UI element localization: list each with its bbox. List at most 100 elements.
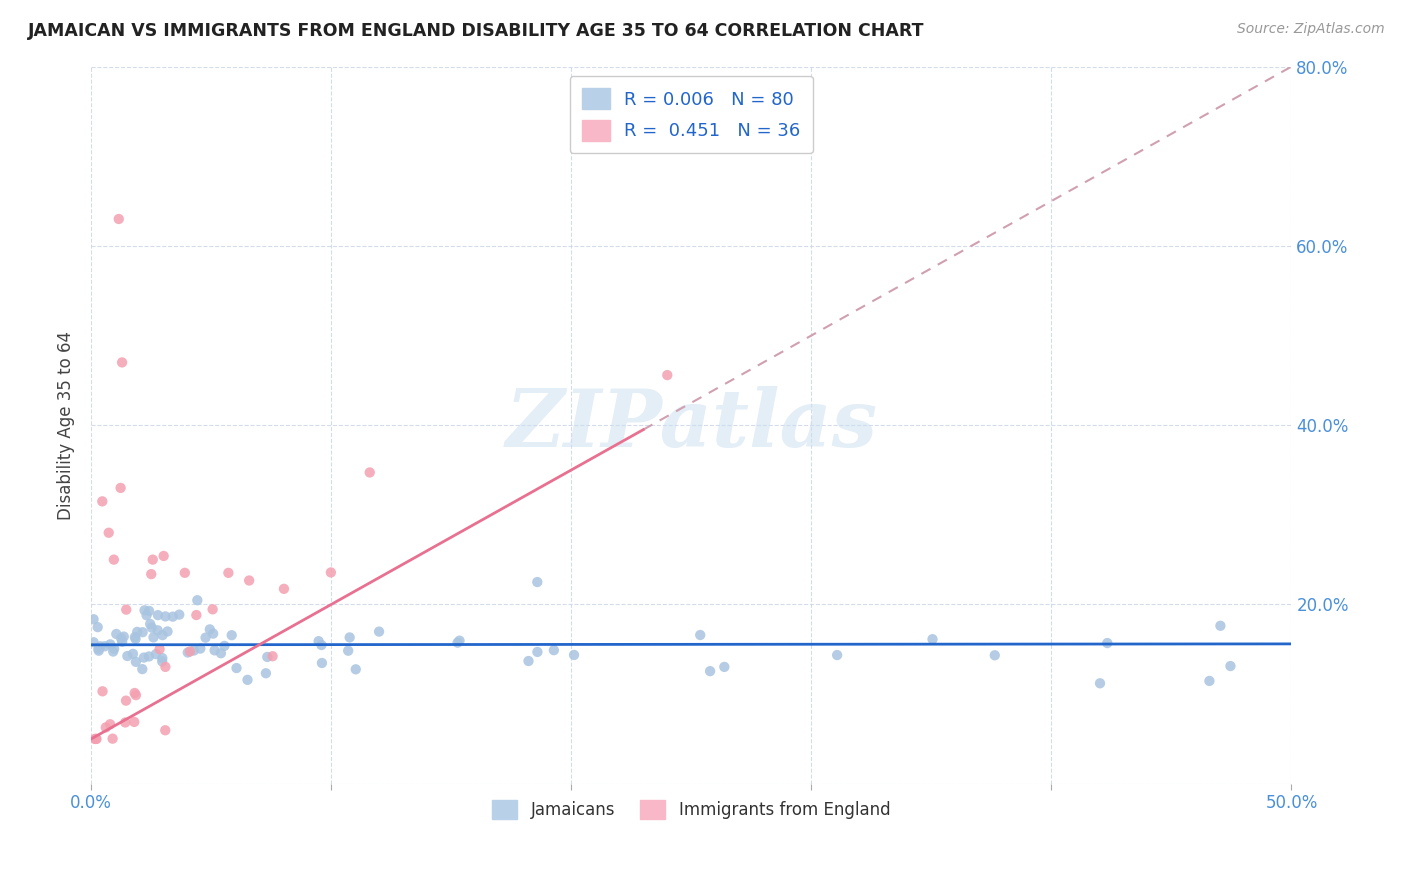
Point: [1097, 636, 1119, 650]
Point: [155, 723, 177, 738]
Point: [273, 582, 295, 596]
Point: [146, 608, 169, 623]
Point: [713, 660, 735, 674]
Point: [204, 643, 226, 657]
Point: [238, 574, 260, 588]
Point: [217, 566, 239, 580]
Point: [1219, 659, 1241, 673]
Point: [562, 648, 585, 662]
Point: [87, 643, 110, 657]
Point: [111, 355, 134, 369]
Point: [141, 567, 163, 582]
Point: [101, 731, 124, 746]
Point: [194, 631, 217, 645]
Point: [449, 633, 471, 648]
Point: [87, 642, 110, 657]
Point: [339, 631, 361, 645]
Point: [155, 609, 177, 624]
Point: [179, 644, 201, 658]
Point: [117, 648, 139, 663]
Point: [97, 525, 120, 540]
Point: [543, 643, 565, 657]
Point: [145, 647, 167, 661]
Text: ZIPatlas: ZIPatlas: [505, 386, 877, 464]
Point: [132, 650, 155, 665]
Point: [209, 646, 232, 660]
Point: [198, 623, 221, 637]
Point: [138, 649, 160, 664]
Point: [114, 715, 136, 730]
Point: [150, 655, 173, 669]
Point: [149, 642, 172, 657]
Point: [83, 612, 105, 626]
Point: [921, 632, 943, 647]
Point: [122, 647, 145, 661]
Point: [183, 643, 205, 657]
Point: [186, 608, 208, 623]
Legend: Jamaicans, Immigrants from England: Jamaicans, Immigrants from England: [485, 793, 897, 826]
Point: [225, 661, 247, 675]
Point: [122, 714, 145, 729]
Point: [146, 624, 169, 638]
Point: [134, 603, 156, 617]
Y-axis label: Disability Age 35 to 64: Disability Age 35 to 64: [58, 331, 75, 520]
Point: [152, 549, 174, 563]
Point: [368, 624, 391, 639]
Point: [984, 648, 1007, 663]
Point: [262, 649, 284, 664]
Point: [156, 624, 179, 639]
Point: [86, 731, 108, 746]
Point: [131, 662, 153, 676]
Point: [188, 641, 211, 656]
Point: [124, 632, 146, 646]
Point: [89, 640, 111, 654]
Point: [202, 626, 225, 640]
Point: [110, 481, 132, 495]
Point: [124, 686, 146, 700]
Point: [91, 684, 114, 698]
Point: [517, 654, 540, 668]
Text: JAMAICAN VS IMMIGRANTS FROM ENGLAND DISABILITY AGE 35 TO 64 CORRELATION CHART: JAMAICAN VS IMMIGRANTS FROM ENGLAND DISA…: [28, 22, 925, 40]
Point: [1088, 676, 1111, 690]
Point: [169, 607, 191, 622]
Point: [141, 621, 163, 635]
Point: [101, 644, 124, 658]
Point: [1209, 619, 1232, 633]
Point: [83, 635, 105, 649]
Point: [103, 552, 125, 566]
Point: [344, 662, 367, 676]
Point: [84, 731, 107, 746]
Point: [135, 608, 157, 623]
Point: [254, 666, 277, 681]
Point: [105, 627, 128, 641]
Point: [86, 620, 108, 634]
Point: [112, 630, 135, 644]
Point: [142, 631, 165, 645]
Point: [825, 648, 848, 662]
Point: [150, 651, 173, 665]
Point: [337, 643, 360, 657]
Point: [319, 566, 342, 580]
Text: Source: ZipAtlas.com: Source: ZipAtlas.com: [1237, 22, 1385, 37]
Point: [256, 649, 278, 664]
Point: [111, 634, 134, 648]
Point: [125, 655, 148, 669]
Point: [657, 368, 679, 383]
Point: [526, 645, 548, 659]
Point: [127, 624, 149, 639]
Point: [221, 628, 243, 642]
Point: [152, 628, 174, 642]
Point: [201, 602, 224, 616]
Point: [173, 566, 195, 580]
Point: [110, 632, 132, 646]
Point: [214, 639, 236, 653]
Point: [359, 466, 381, 480]
Point: [115, 602, 138, 616]
Point: [236, 673, 259, 687]
Point: [186, 593, 208, 607]
Point: [139, 617, 162, 632]
Point: [446, 635, 468, 649]
Point: [115, 693, 138, 707]
Point: [131, 625, 153, 640]
Point: [308, 634, 330, 648]
